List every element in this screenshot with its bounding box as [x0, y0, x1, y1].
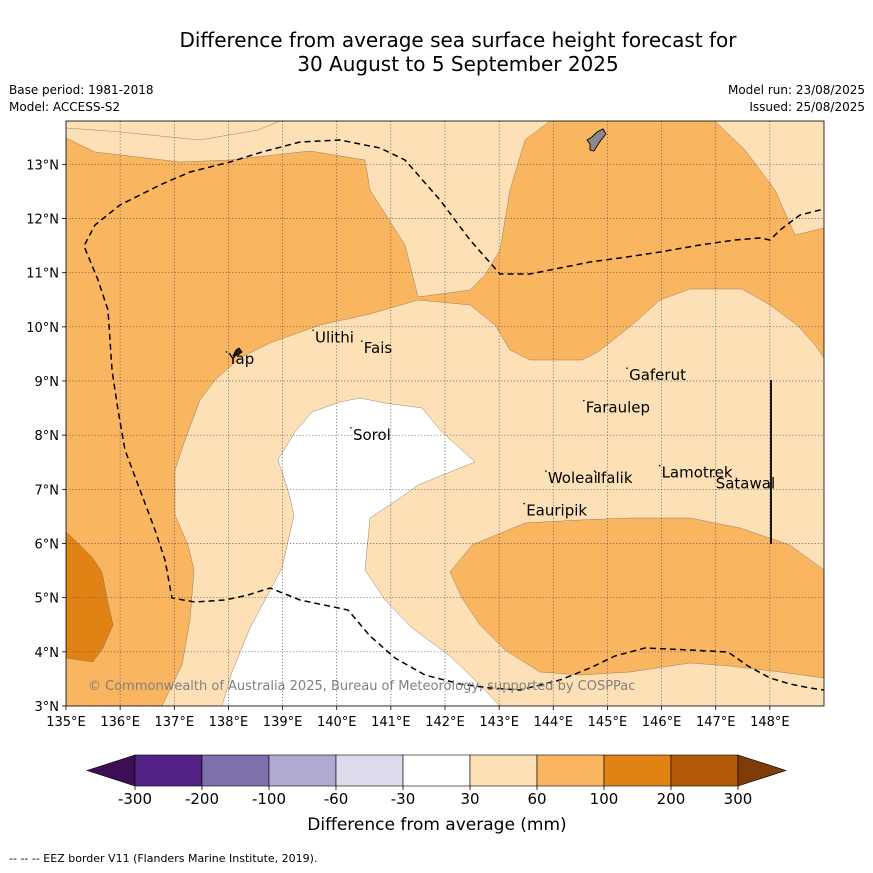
lat-tick-label: 10°N [26, 321, 59, 336]
longitude-axis: 135°E 136°E 137°E 138°E 139°E 140°E 141°E 142°E… [46, 706, 790, 730]
colorbar-cell [603, 754, 672, 787]
contour-60-100-west [66, 121, 824, 706]
latitude-axis: 3°N 4°N 5°N 6°N 7°N 8°N 9°N 10°N 11°N 12°N 13°N [26, 158, 66, 715]
lon-tick-label: 140°E [317, 715, 357, 730]
place-label: Fais [364, 339, 393, 357]
place-label: Lamotrek [662, 464, 733, 482]
eez-border-west [83, 139, 824, 691]
lat-tick-label: 13°N [26, 158, 59, 173]
lon-tick-label: 136°E [100, 715, 140, 730]
colorbar-extend-low [86, 754, 136, 787]
issued-date: Issued: 25/08/2025 [749, 100, 865, 114]
metadata-left: Base period: 1981-2018 Model: ACCESS-S2 [9, 82, 154, 116]
lon-tick-label: 142°E [425, 715, 465, 730]
colorbar-tick-label: 30 [460, 790, 479, 808]
lon-tick-label: 137°E [155, 715, 195, 730]
lat-tick-label: 12°N [26, 213, 59, 228]
lat-tick-label: 9°N [35, 375, 60, 390]
lon-tick-label: 138°E [209, 715, 249, 730]
colorbar-cell [469, 754, 538, 787]
lat-tick-label: 11°N [26, 267, 59, 282]
contour-neutral [221, 397, 501, 706]
colorbar-cell [134, 754, 203, 787]
lat-tick-label: 6°N [35, 538, 60, 553]
place-label: Eauripik [526, 502, 587, 520]
model-name: Model: ACCESS-S2 [9, 100, 121, 114]
colorbar-tick-label: -30 [391, 790, 416, 808]
colorbar-cell [670, 754, 739, 787]
copyright-notice: © Commonwealth of Australia 2025, Bureau… [88, 679, 635, 694]
place-marker [312, 329, 314, 332]
map-plot-area: Yap Ulithi Fais Sorol Gaferut Faraulep WoleaiI… [66, 121, 824, 706]
place-marker [626, 367, 628, 369]
colorbar-extend-high [737, 754, 787, 787]
lat-tick-label: 7°N [35, 483, 60, 498]
colorbar-tick-label: 300 [724, 790, 753, 808]
place-marker [582, 399, 585, 402]
title-line-1: Difference from average sea surface heig… [179, 28, 737, 52]
lat-tick-label: 8°N [35, 429, 60, 444]
place-marker [545, 470, 547, 472]
lon-tick-label: 144°E [534, 715, 574, 730]
eez-source-note: -- -- -- EEZ border V11 (Flanders Marine… [9, 852, 318, 865]
lon-tick-label: 143°E [479, 715, 519, 730]
place-label: Ifalik [597, 469, 633, 487]
metadata-right: Model run: 23/08/2025 Issued: 25/08/2025 [728, 82, 865, 116]
colorbar-cell [268, 754, 337, 787]
place-labels: Yap Ulithi Fais Sorol Gaferut Faraulep WoleaiI… [225, 328, 775, 520]
lon-tick-label: 148°E [750, 715, 790, 730]
contour-30-60-top [66, 121, 281, 141]
guam-island [586, 128, 607, 152]
base-period: Base period: 1981-2018 [9, 83, 154, 97]
graticule [66, 121, 824, 706]
colorbar-tick-label: 200 [657, 790, 686, 808]
place-marker [523, 502, 526, 505]
lat-tick-label: 4°N [35, 646, 60, 661]
colorbar-tick-label: -100 [252, 790, 286, 808]
map-title: Difference from average sea surface heig… [60, 28, 856, 76]
place-marker [658, 464, 661, 467]
lon-tick-label: 141°E [371, 715, 411, 730]
place-label: Faraulep [586, 399, 650, 417]
place-label: Yap [227, 350, 254, 368]
lon-tick-label: 145°E [588, 715, 628, 730]
colorbar-cell [402, 754, 471, 787]
place-marker [360, 340, 363, 342]
place-label: Gaferut [629, 366, 686, 384]
colorbar-cell [335, 754, 404, 787]
lon-tick-label: 135°E [46, 715, 86, 730]
colorbar-tick-label: 60 [527, 790, 546, 808]
place-label: Sorol [353, 426, 391, 444]
colorbar-tick-label: -200 [185, 790, 219, 808]
place-label: Ulithi [315, 328, 354, 346]
colorbar-cell [201, 754, 270, 787]
colorbar-cell [536, 754, 605, 787]
contour-100-200 [66, 531, 114, 663]
colorbar-tick-label: -60 [324, 790, 349, 808]
colorbar-tick-label: -300 [118, 790, 152, 808]
place-label: Woleai [548, 469, 598, 487]
colorbar: -300 -200 -100 -60 -30 30 60 100 200 300 Differen… [86, 754, 787, 835]
contour-60-100-southeast [449, 517, 824, 679]
place-marker [712, 475, 715, 478]
place-label: Satawal [716, 475, 775, 493]
model-run: Model run: 23/08/2025 [727, 83, 865, 97]
title-line-2: 30 August to 5 September 2025 [297, 52, 619, 76]
place-marker [350, 426, 352, 429]
lat-tick-label: 3°N [35, 700, 60, 715]
lat-tick-label: 5°N [35, 592, 60, 607]
lon-tick-label: 146°E [642, 715, 682, 730]
yap-island [232, 347, 243, 357]
place-marker [593, 470, 596, 472]
place-marker [225, 351, 228, 353]
lon-tick-label: 147°E [696, 715, 736, 730]
colorbar-title: Difference from average (mm) [307, 815, 566, 835]
colorbar-tick-label: 100 [590, 790, 619, 808]
lon-tick-label: 139°E [263, 715, 303, 730]
